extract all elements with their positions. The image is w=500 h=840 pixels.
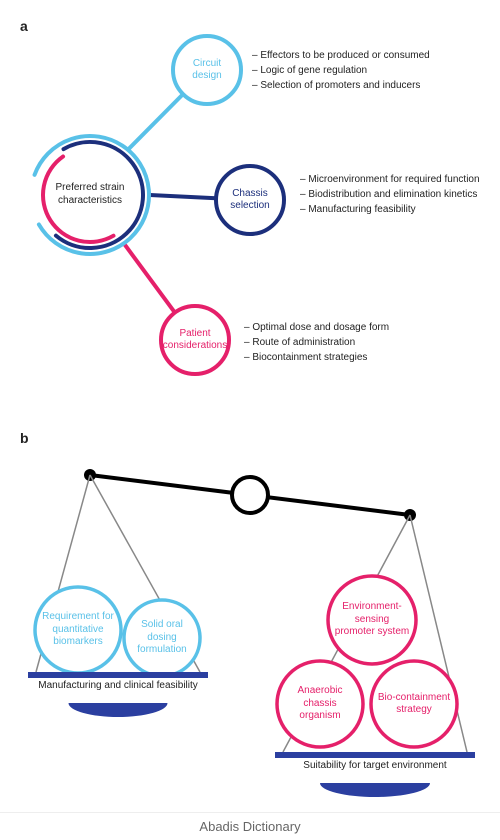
- bullet-item: Route of administration: [244, 335, 485, 350]
- hub-label: Preferred strain characteristics: [51, 156, 129, 234]
- right-tray-label: Suitability for target environment: [285, 760, 465, 772]
- bullet-item: Selection of promoters and inducers: [252, 78, 485, 93]
- bullets-patient: Optimal dose and dosage formRoute of adm…: [244, 320, 485, 365]
- bullet-item: Logic of gene regulation: [252, 63, 485, 78]
- bullet-item: Biocontainment strategies: [244, 350, 485, 365]
- node-label-circuit: Circuit design: [177, 40, 237, 100]
- bullet-item: Optimal dose and dosage form: [244, 320, 485, 335]
- right-circle-0: Environment-sensing promoter system: [334, 582, 411, 659]
- node-label-chassis: Chassis selection: [220, 170, 280, 230]
- right-circle-1: Anaerobic chassis organism: [282, 666, 357, 741]
- node-label-patient: Patient considerations: [165, 310, 225, 370]
- bullets-chassis: Microenvironment for required functionBi…: [300, 172, 485, 217]
- bullet-item: Biodistribution and elimination kinetics: [300, 187, 485, 202]
- left-tray-label: Manufacturing and clinical feasibility: [38, 680, 198, 692]
- bullet-item: Manufacturing feasibility: [300, 202, 485, 217]
- right-circle-2: Bio-containment strategy: [376, 666, 451, 741]
- left-circle-1: Solid oral dosing formulation: [129, 605, 196, 672]
- bullet-item: Microenvironment for required function: [300, 172, 485, 187]
- bullets-circuit: Effectors to be produced or consumedLogi…: [252, 48, 485, 93]
- left-circle-0: Requirement for quantitative biomarkers: [40, 592, 115, 667]
- bullet-item: Effectors to be produced or consumed: [252, 48, 485, 63]
- footer-text: Abadis Dictionary: [0, 812, 500, 840]
